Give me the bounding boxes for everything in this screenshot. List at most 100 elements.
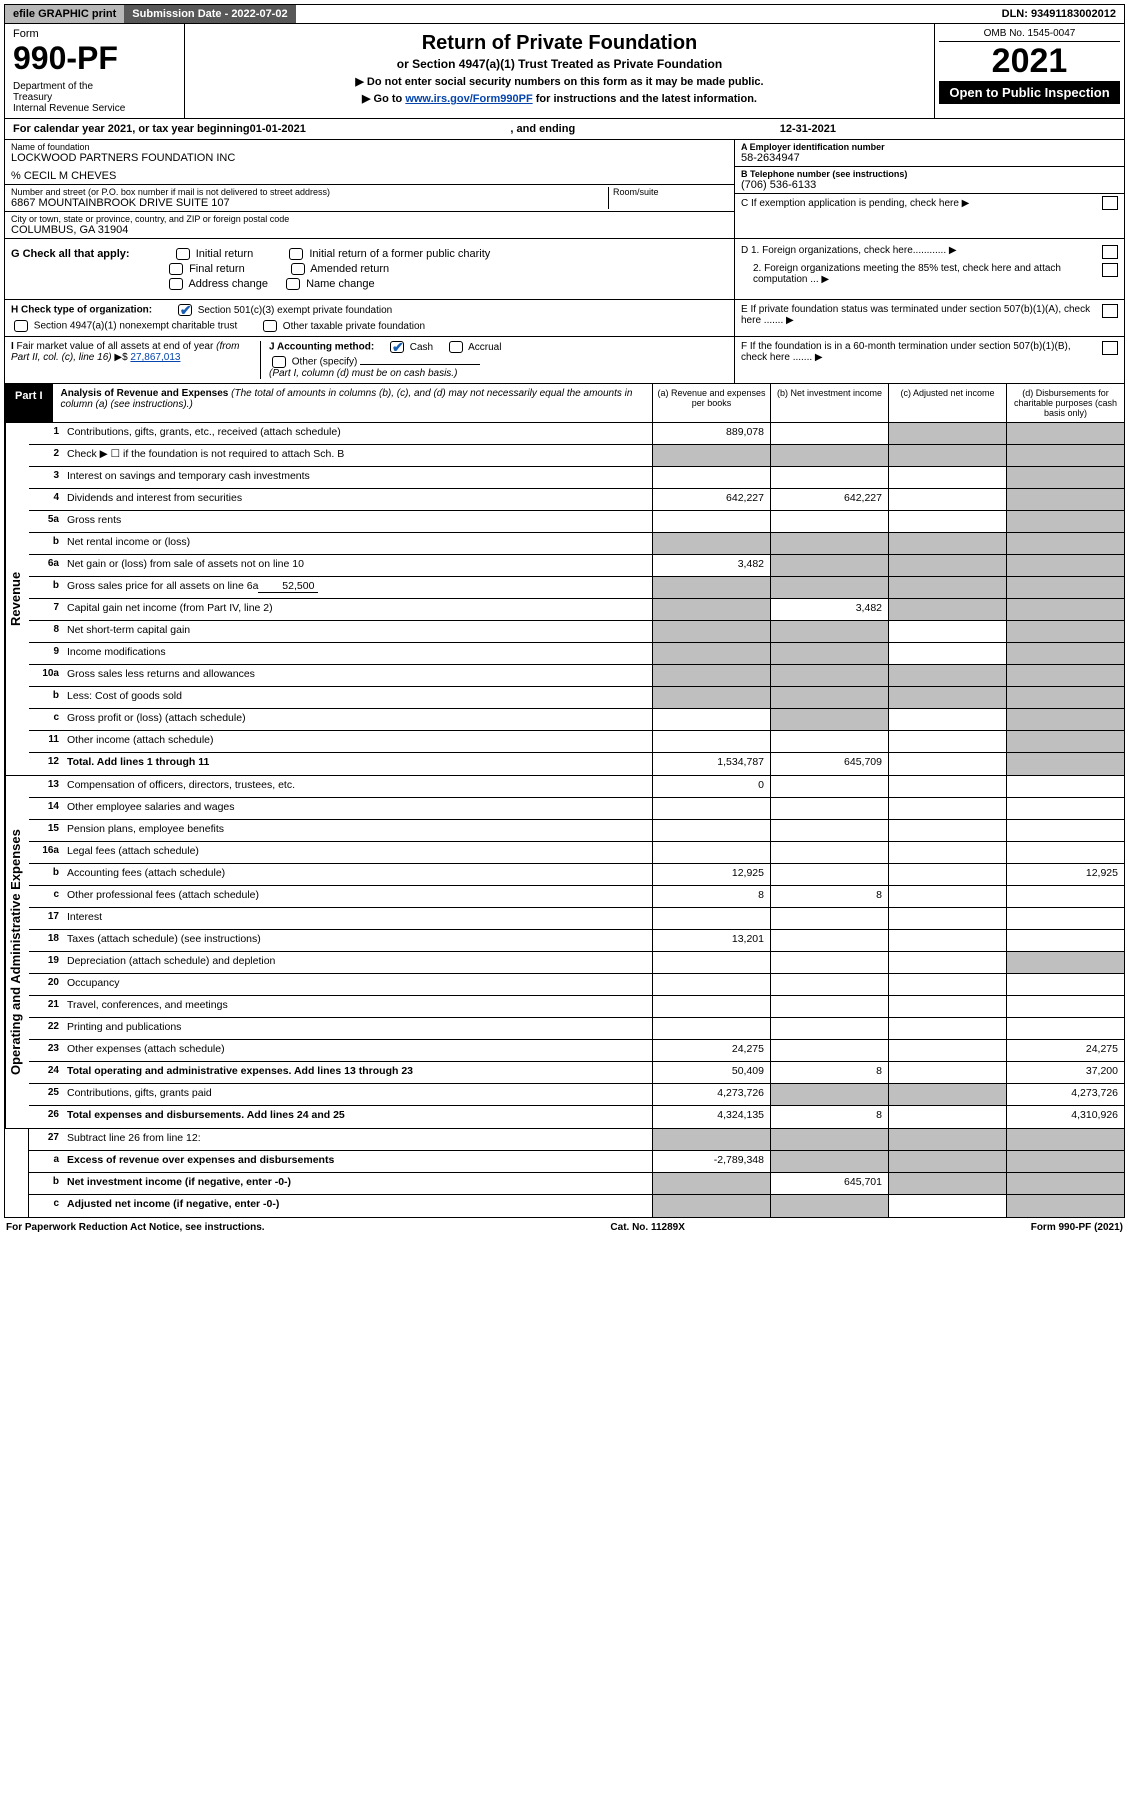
value-cell: [652, 820, 770, 841]
city-state-zip: COLUMBUS, GA 31904: [11, 224, 728, 236]
value-cell: [770, 467, 888, 488]
table-row: 1Contributions, gifts, grants, etc., rec…: [29, 423, 1124, 445]
h-other-taxable[interactable]: [263, 320, 277, 332]
value-cell: [652, 1018, 770, 1039]
value-cell: 645,701: [770, 1173, 888, 1194]
f-checkbox[interactable]: [1102, 341, 1118, 355]
value-cell: [1006, 753, 1124, 775]
j-cash[interactable]: [390, 341, 404, 353]
value-cell: [888, 709, 1006, 730]
line-number: 17: [29, 908, 63, 929]
line-number: c: [29, 709, 63, 730]
table-row: bNet rental income or (loss): [29, 533, 1124, 555]
e-checkbox[interactable]: [1102, 304, 1118, 318]
table-row: 8Net short-term capital gain: [29, 621, 1124, 643]
line-description: Gross profit or (loss) (attach schedule): [63, 709, 652, 730]
efile-button[interactable]: efile GRAPHIC print: [5, 5, 124, 23]
value-cell: [1006, 886, 1124, 907]
care-of: % CECIL M CHEVES: [11, 170, 728, 182]
value-cell: 4,310,926: [1006, 1106, 1124, 1128]
value-cell: [770, 423, 888, 444]
value-cell: [888, 467, 1006, 488]
i-label: I Fair market value of all assets at end…: [11, 341, 239, 363]
footer: For Paperwork Reduction Act Notice, see …: [4, 1218, 1125, 1237]
col-b: (b) Net investment income: [770, 384, 888, 422]
table-row: 2Check ▶ ☐ if the foundation is not requ…: [29, 445, 1124, 467]
line-description: Contributions, gifts, grants paid: [63, 1084, 652, 1105]
part1-title: Analysis of Revenue and Expenses: [61, 388, 229, 399]
line-number: b: [29, 864, 63, 885]
g-label: G Check all that apply:: [11, 248, 130, 260]
g-block: G Check all that apply: Initial return I…: [4, 239, 1125, 300]
h-501c3[interactable]: [178, 304, 192, 316]
value-cell: [770, 511, 888, 532]
j-accrual[interactable]: [449, 341, 463, 353]
value-cell: [652, 842, 770, 863]
line-number: 15: [29, 820, 63, 841]
d1-checkbox[interactable]: [1102, 245, 1118, 259]
value-cell: [888, 643, 1006, 664]
value-cell: [1006, 555, 1124, 576]
table-row: 14Other employee salaries and wages: [29, 798, 1124, 820]
j-other[interactable]: [272, 356, 286, 368]
value-cell: [770, 1084, 888, 1105]
g-initial-return[interactable]: [176, 248, 190, 260]
value-cell: -2,789,348: [652, 1151, 770, 1172]
line-description: Adjusted net income (if negative, enter …: [63, 1195, 652, 1217]
value-cell: [888, 621, 1006, 642]
table-row: 4Dividends and interest from securities6…: [29, 489, 1124, 511]
value-cell: [888, 930, 1006, 951]
omb-number: OMB No. 1545-0047: [939, 28, 1120, 42]
value-cell: [888, 1106, 1006, 1128]
line-description: Accounting fees (attach schedule): [63, 864, 652, 885]
table-row: 25Contributions, gifts, grants paid4,273…: [29, 1084, 1124, 1106]
revenue-table: Revenue 1Contributions, gifts, grants, e…: [4, 423, 1125, 776]
value-cell: [888, 731, 1006, 752]
value-cell: [652, 908, 770, 929]
line-number: 16a: [29, 842, 63, 863]
line-description: Total operating and administrative expen…: [63, 1062, 652, 1083]
h-label: H Check type of organization:: [11, 305, 152, 316]
line-number: b: [29, 687, 63, 708]
table-row: 16aLegal fees (attach schedule): [29, 842, 1124, 864]
line-number: 2: [29, 445, 63, 466]
table-row: 15Pension plans, employee benefits: [29, 820, 1124, 842]
value-cell: [652, 952, 770, 973]
value-cell: [770, 798, 888, 819]
value-cell: [888, 1040, 1006, 1061]
g-name-change[interactable]: [286, 278, 300, 290]
d2-checkbox[interactable]: [1102, 263, 1118, 277]
line-description: Depreciation (attach schedule) and deple…: [63, 952, 652, 973]
h-4947[interactable]: [14, 320, 28, 332]
e-label: E If private foundation status was termi…: [741, 304, 1098, 326]
g-address-change[interactable]: [169, 278, 183, 290]
value-cell: 13,201: [652, 930, 770, 951]
value-cell: [652, 599, 770, 620]
value-cell: 3,482: [652, 555, 770, 576]
value-cell: [770, 533, 888, 554]
expenses-side-label: Operating and Administrative Expenses: [5, 776, 29, 1128]
footer-left: For Paperwork Reduction Act Notice, see …: [6, 1222, 265, 1233]
city-label: City or town, state or province, country…: [11, 214, 728, 224]
table-row: 7Capital gain net income (from Part IV, …: [29, 599, 1124, 621]
value-cell: [888, 886, 1006, 907]
line-description: Net investment income (if negative, ente…: [63, 1173, 652, 1194]
tel-label: B Telephone number (see instructions): [741, 169, 1118, 179]
line-description: Printing and publications: [63, 1018, 652, 1039]
value-cell: [1006, 776, 1124, 797]
irs-link[interactable]: www.irs.gov/Form990PF: [405, 93, 532, 105]
c-checkbox[interactable]: [1102, 196, 1118, 210]
table-row: 13Compensation of officers, directors, t…: [29, 776, 1124, 798]
ein-label: A Employer identification number: [741, 142, 1118, 152]
g-amended[interactable]: [291, 263, 305, 275]
value-cell: [888, 1084, 1006, 1105]
submission-date: Submission Date - 2022-07-02: [124, 5, 295, 23]
j-label: J Accounting method:: [269, 342, 374, 353]
value-cell: [1006, 908, 1124, 929]
value-cell: [770, 555, 888, 576]
g-final-return[interactable]: [169, 263, 183, 275]
line-description: Contributions, gifts, grants, etc., rece…: [63, 423, 652, 444]
line-number: 14: [29, 798, 63, 819]
g-initial-former[interactable]: [289, 248, 303, 260]
line-number: 22: [29, 1018, 63, 1039]
